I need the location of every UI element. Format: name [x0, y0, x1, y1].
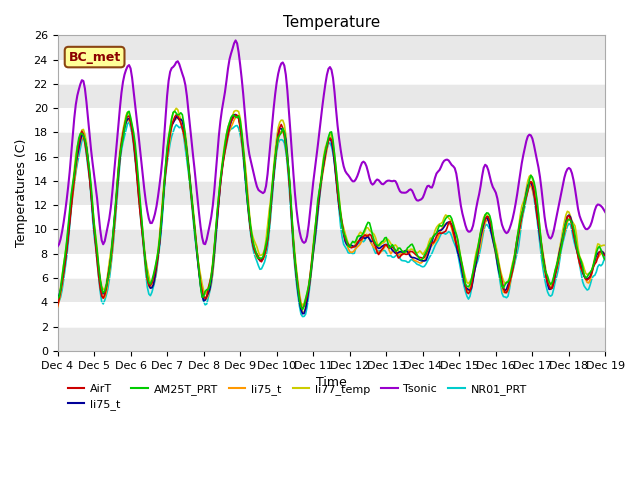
Title: Temperature: Temperature — [283, 15, 380, 30]
Bar — [58, 84, 605, 108]
X-axis label: Time: Time — [316, 376, 347, 389]
Bar — [58, 205, 605, 229]
Bar — [58, 108, 605, 132]
Bar — [58, 181, 605, 205]
Bar — [58, 229, 605, 254]
Text: BC_met: BC_met — [68, 50, 121, 63]
Bar — [58, 36, 605, 60]
Bar — [58, 60, 605, 84]
Y-axis label: Temperatures (C): Temperatures (C) — [15, 139, 28, 247]
Bar — [58, 278, 605, 302]
Bar — [58, 254, 605, 278]
Bar — [58, 132, 605, 156]
Legend: AirT, li75_t, AM25T_PRT, li75_t, li77_temp, Tsonic, NR01_PRT: AirT, li75_t, AM25T_PRT, li75_t, li77_te… — [63, 379, 531, 415]
Bar — [58, 326, 605, 351]
Bar — [58, 156, 605, 181]
Bar — [58, 302, 605, 326]
